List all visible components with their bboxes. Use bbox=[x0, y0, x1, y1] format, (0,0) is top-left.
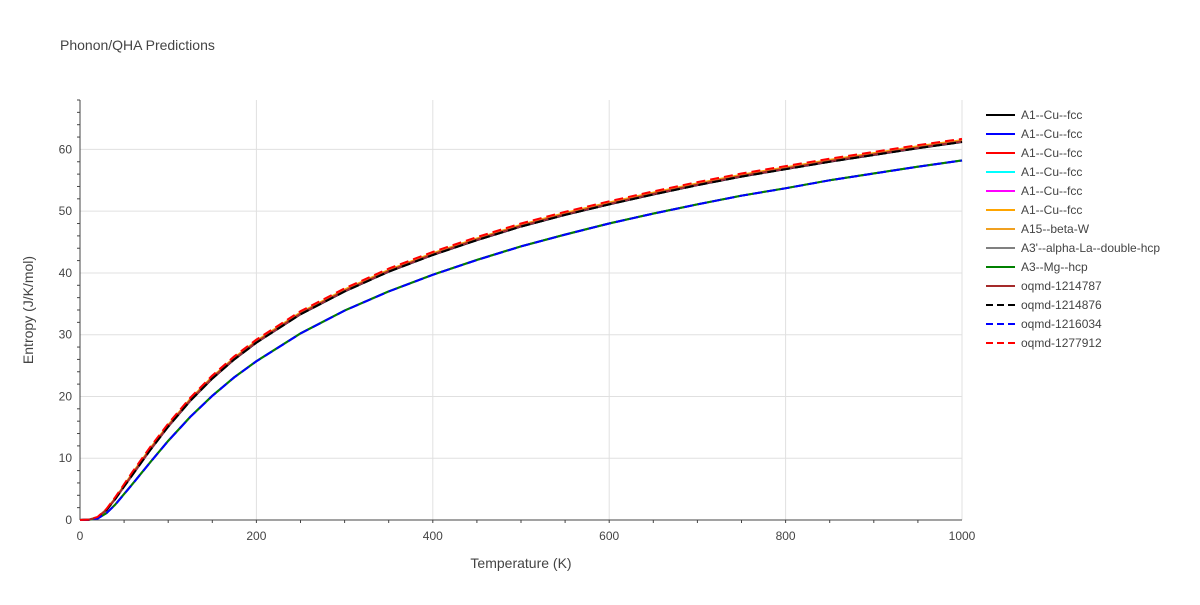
series-line-11 bbox=[79, 141, 963, 521]
x-tick-label: 1000 bbox=[949, 529, 976, 543]
legend-label: A1--Cu--fcc bbox=[1021, 146, 1082, 160]
y-tick-label: 60 bbox=[59, 142, 73, 156]
x-axis-label: Temperature (K) bbox=[470, 555, 571, 571]
legend-label: A1--Cu--fcc bbox=[1021, 184, 1082, 198]
legend-label: A1--Cu--fcc bbox=[1021, 127, 1082, 141]
legend-label: A1--Cu--fcc bbox=[1021, 203, 1082, 217]
x-tick-label: 800 bbox=[776, 529, 796, 543]
legend-label: oqmd-1216034 bbox=[1021, 317, 1102, 331]
y-tick-label: 20 bbox=[59, 389, 73, 403]
y-tick-label: 30 bbox=[59, 328, 73, 342]
series-line-9 bbox=[79, 159, 963, 521]
legend-label: oqmd-1214787 bbox=[1021, 279, 1102, 293]
x-tick-label: 600 bbox=[599, 529, 619, 543]
series-line-13 bbox=[79, 137, 963, 521]
series-line-6 bbox=[79, 139, 963, 521]
y-tick-label: 40 bbox=[59, 266, 73, 280]
series-line-2 bbox=[79, 159, 963, 521]
legend-label: A1--Cu--fcc bbox=[1021, 108, 1082, 122]
series-line-12 bbox=[79, 159, 963, 521]
series-line-8 bbox=[79, 159, 963, 521]
series-line-10 bbox=[79, 140, 963, 521]
axes bbox=[79, 100, 962, 521]
legend: A1--Cu--fcc A1--Cu--fcc A1--Cu--fcc A1--Cu-… bbox=[986, 108, 1160, 350]
tick-labels: 0 200 400 600 800 1000 0 10 20 30 40 50 60 bbox=[59, 99, 976, 543]
series-line-5 bbox=[79, 140, 963, 521]
chart-title: Phonon/QHA Predictions bbox=[60, 37, 215, 53]
y-tick-label: 10 bbox=[59, 451, 73, 465]
legend-label: A3--Mg--hcp bbox=[1021, 260, 1088, 274]
legend-label: A15--beta-W bbox=[1021, 222, 1090, 236]
grid bbox=[80, 100, 963, 520]
series-lines bbox=[79, 137, 963, 521]
legend-label: A1--Cu--fcc bbox=[1021, 165, 1082, 179]
x-tick-label: 400 bbox=[423, 529, 443, 543]
legend-label: oqmd-1214876 bbox=[1021, 298, 1102, 312]
series-line-4 bbox=[79, 140, 963, 521]
legend-label: oqmd-1277912 bbox=[1021, 336, 1102, 350]
y-tick-label: 0 bbox=[65, 513, 72, 527]
y-axis-label: Entropy (J/K/mol) bbox=[20, 256, 36, 364]
series-line-7 bbox=[79, 139, 963, 521]
legend-label: A3'--alpha-La--double-hcp bbox=[1021, 241, 1160, 255]
x-tick-label: 0 bbox=[77, 529, 84, 543]
series-line-3 bbox=[79, 139, 963, 521]
series-line-1 bbox=[79, 141, 963, 521]
x-tick-label: 200 bbox=[246, 529, 266, 543]
y-tick-label: 50 bbox=[59, 204, 73, 218]
